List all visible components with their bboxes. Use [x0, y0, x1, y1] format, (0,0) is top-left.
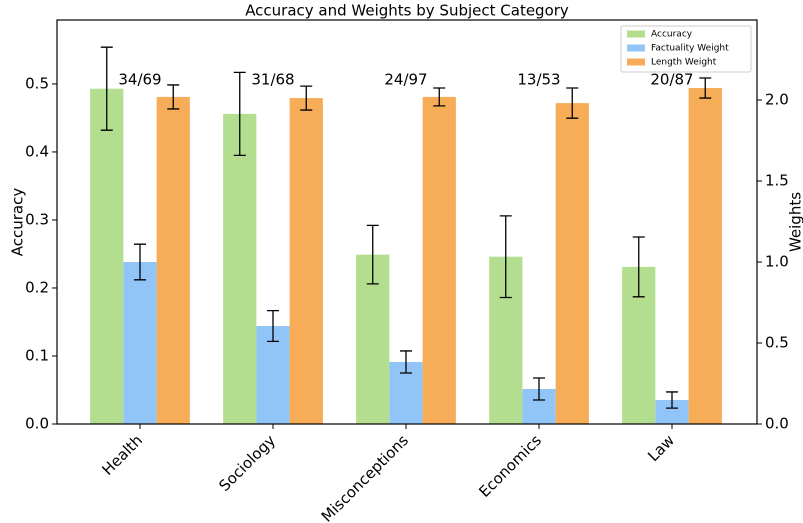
- y2-tick-label: 2.0: [765, 91, 789, 109]
- y-tick-label: 0.2: [25, 278, 49, 296]
- legend-swatch: [627, 58, 645, 66]
- annotation: 20/87: [650, 71, 693, 89]
- y2-tick-label: 1.0: [765, 253, 789, 271]
- error-bar: [167, 84, 180, 110]
- y-tick-label: 0.0: [25, 415, 49, 433]
- error-bar: [632, 236, 645, 298]
- legend-label: Accuracy: [651, 30, 693, 40]
- legend-box: [620, 25, 752, 73]
- bar: [655, 400, 689, 424]
- x-tick-label: Misconceptions: [318, 431, 412, 523]
- error-bar: [433, 87, 446, 107]
- x-tick-label: Law: [644, 431, 678, 465]
- y-tick-label: 0.1: [25, 346, 49, 364]
- legend-label: Length Weight: [651, 58, 717, 68]
- error-bar: [267, 309, 279, 343]
- error-bar: [400, 350, 412, 374]
- y2-tick-label: 1.5: [765, 172, 789, 190]
- bar: [256, 325, 290, 424]
- y2-tick-label: 0.0: [765, 415, 789, 433]
- y-tick-label: 0.4: [25, 142, 49, 160]
- error-bar: [233, 71, 246, 156]
- bar: [123, 262, 157, 424]
- bar: [422, 96, 456, 424]
- x-tick-label: Economics: [475, 431, 545, 501]
- bar: [688, 88, 722, 425]
- chart-title: Accuracy and Weights by Subject Category: [245, 2, 569, 20]
- x-tick-label: Sociology: [215, 431, 279, 495]
- error-bar: [134, 243, 146, 281]
- bar: [223, 113, 257, 425]
- legend-swatch: [627, 44, 645, 52]
- bar: [90, 88, 124, 424]
- bar: [289, 98, 323, 425]
- bar: [156, 96, 190, 424]
- y-axis-label: Accuracy: [9, 188, 27, 257]
- y2-tick-label: 0.5: [765, 334, 789, 352]
- x-tick-label: Health: [98, 431, 146, 479]
- error-bar: [666, 391, 678, 409]
- legend-swatch: [627, 30, 645, 38]
- error-bar: [533, 377, 545, 401]
- annotation: 24/97: [384, 71, 427, 89]
- annotation: 13/53: [517, 71, 560, 89]
- y-tick-label: 0.5: [25, 74, 49, 92]
- error-bar: [566, 87, 579, 119]
- legend-label: Factuality Weight: [651, 44, 729, 54]
- annotation: 34/69: [118, 71, 161, 89]
- plot-frame: [56, 19, 758, 425]
- error-bar: [499, 215, 512, 299]
- y-tick-label: 0.3: [25, 210, 49, 228]
- annotation: 31/68: [251, 71, 294, 89]
- error-bar: [366, 224, 379, 285]
- error-bar: [699, 77, 712, 99]
- y2-axis-label: Weights: [787, 192, 803, 252]
- bar: [555, 103, 589, 424]
- error-bar: [300, 85, 313, 111]
- error-bar: [100, 46, 113, 131]
